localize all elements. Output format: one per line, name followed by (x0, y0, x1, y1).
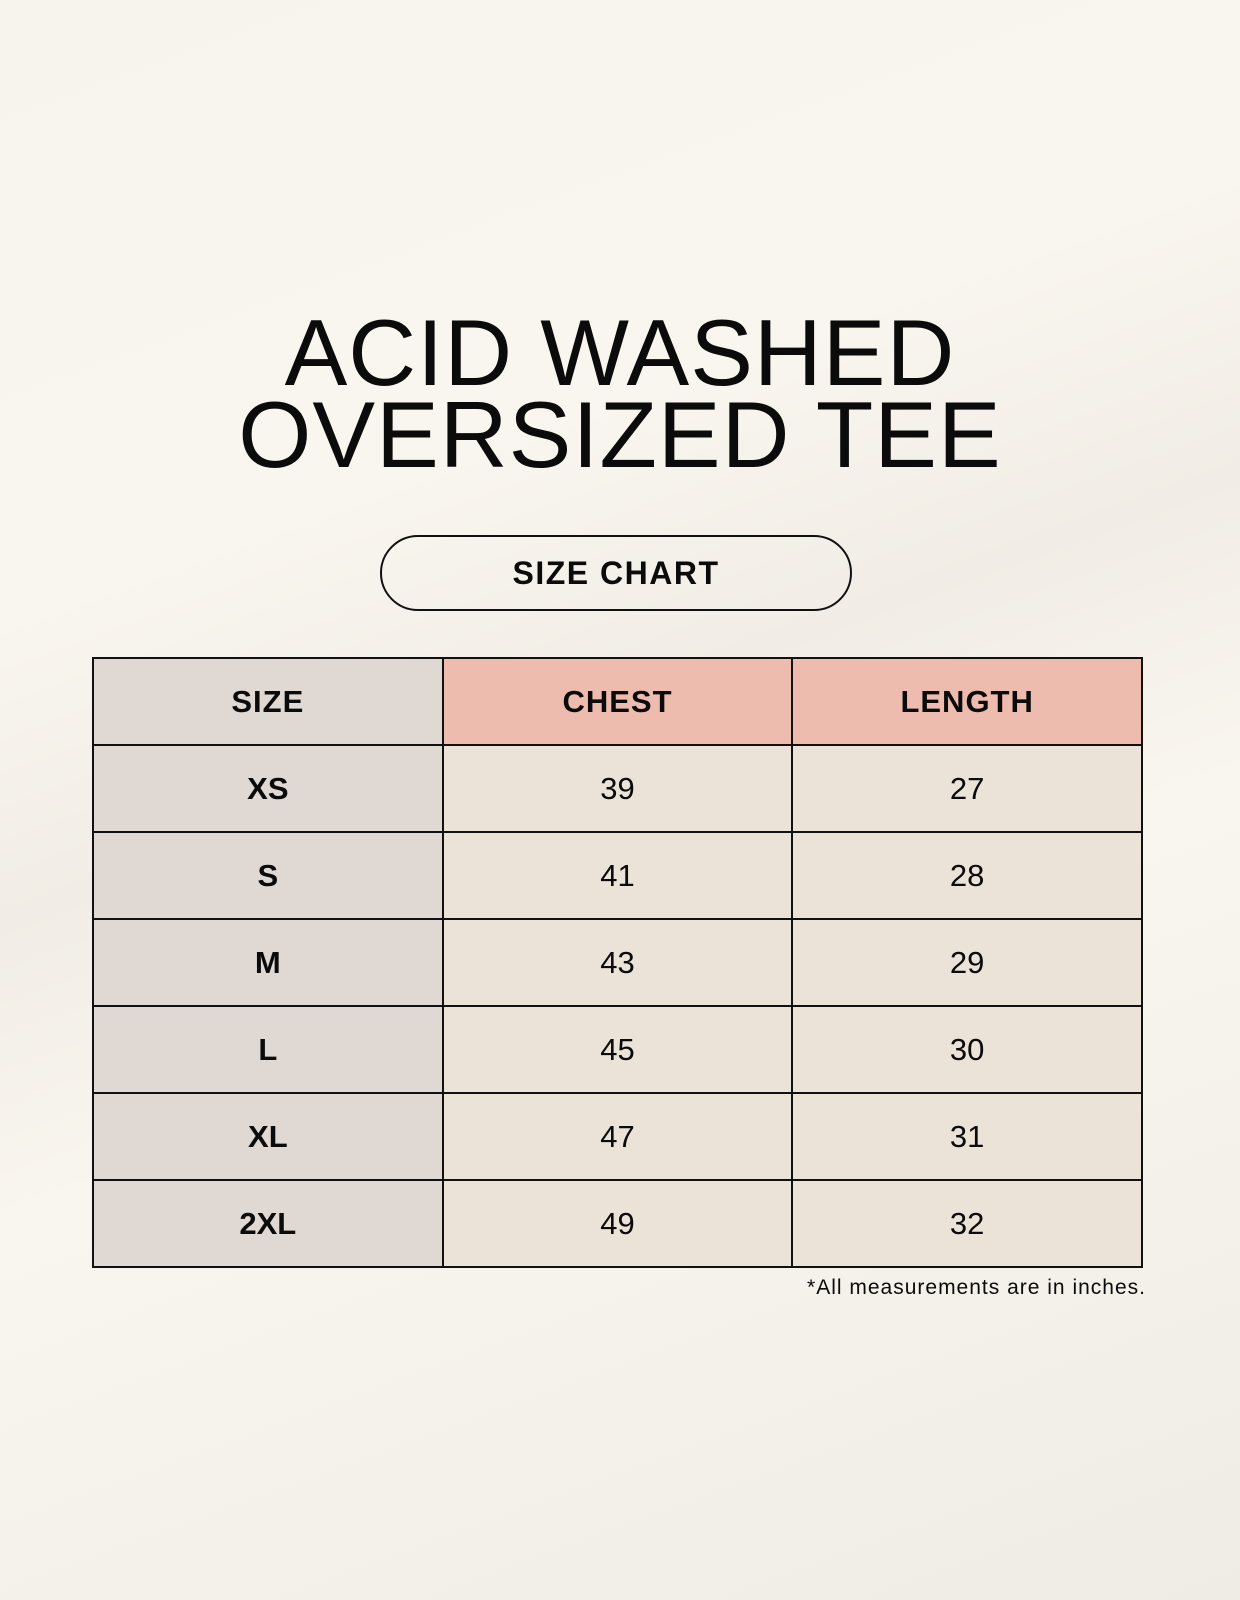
table-row: S 41 28 (92, 831, 1143, 920)
size-table: SIZE CHEST LENGTH XS 39 27 S 41 28 M 43 29 L 45 30 X… (92, 657, 1143, 1268)
size-chart-badge: SIZE CHART (380, 535, 852, 611)
length-cell: 30 (791, 1005, 1143, 1094)
header-length: LENGTH (791, 657, 1143, 746)
size-cell: L (92, 1005, 444, 1094)
title-line-2: OVERSIZED TEE (238, 382, 1002, 487)
table-row: XS 39 27 (92, 744, 1143, 833)
length-cell: 32 (791, 1179, 1143, 1268)
length-cell: 28 (791, 831, 1143, 920)
header-size: SIZE (92, 657, 444, 746)
chest-cell: 45 (441, 1005, 794, 1094)
length-cell: 27 (791, 744, 1143, 833)
table-header-row: SIZE CHEST LENGTH (92, 657, 1143, 746)
footnote: *All measurements are in inches. (807, 1276, 1146, 1299)
page-title: ACID WASHED OVERSIZED TEE (0, 300, 1240, 487)
chest-cell: 39 (441, 744, 794, 833)
chest-cell: 43 (441, 918, 794, 1007)
title-line-1: ACID WASHED (284, 300, 956, 405)
length-cell: 29 (791, 918, 1143, 1007)
length-cell: 31 (791, 1092, 1143, 1181)
size-cell: S (92, 831, 444, 920)
size-cell: M (92, 918, 444, 1007)
chest-cell: 41 (441, 831, 794, 920)
table-row: M 43 29 (92, 918, 1143, 1007)
size-cell: 2XL (92, 1179, 444, 1268)
table-row: L 45 30 (92, 1005, 1143, 1094)
size-cell: XS (92, 744, 444, 833)
header-chest: CHEST (441, 657, 794, 746)
chest-cell: 47 (441, 1092, 794, 1181)
size-cell: XL (92, 1092, 444, 1181)
chest-cell: 49 (441, 1179, 794, 1268)
table-row: 2XL 49 32 (92, 1179, 1143, 1268)
table-row: XL 47 31 (92, 1092, 1143, 1181)
